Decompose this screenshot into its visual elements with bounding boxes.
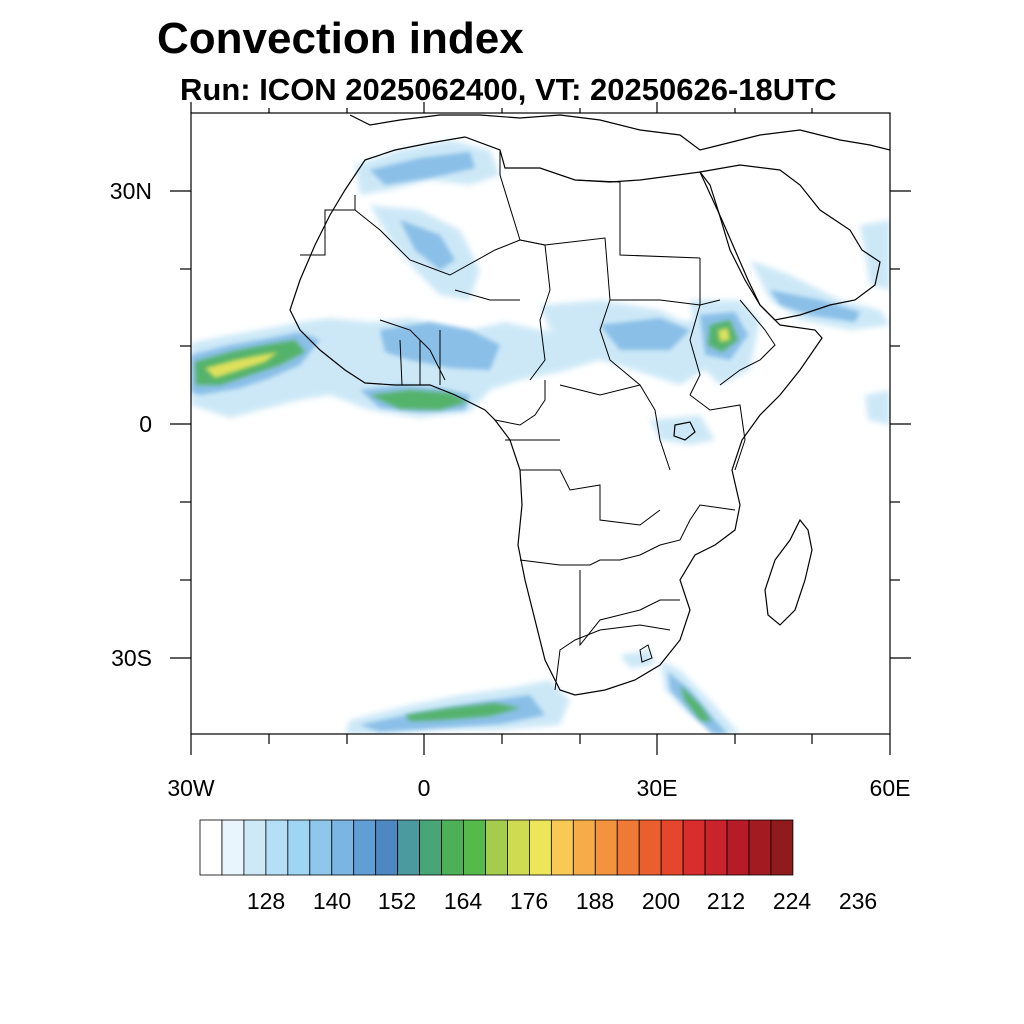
colorbar-swatch [726,819,750,876]
colorbar-swatch [441,819,464,876]
colorbar-swatch [375,819,399,876]
colorbar-swatch [265,819,289,876]
coastlines [289,114,890,696]
colorbar-label: 200 [641,888,681,914]
arabia-coastline [699,164,881,321]
colorbar-swatch [682,819,706,876]
colorbar-swatch [748,819,772,876]
lat-label-0: 0 [139,411,152,437]
colorbar-swatch [485,819,508,876]
lat-label-30s: 30S [111,645,152,671]
colorbar-swatch [309,819,333,876]
colorbar [199,819,794,876]
lon-label-30w: 30W [167,775,215,801]
colorbar-swatch [594,819,618,876]
colorbar-swatch [572,819,596,876]
lon-label-0: 0 [417,775,431,801]
convection-field-peak [205,328,730,378]
europe-coastline [349,114,890,151]
colorbar-label: 176 [509,888,549,914]
colorbar-swatch [660,819,684,876]
africa-coastline [289,136,823,696]
colorbar-swatch [770,819,794,876]
colorbar-swatch [463,819,486,876]
colorbar-swatch [331,819,355,876]
colorbar-swatch [419,819,442,876]
country-borders [300,150,776,691]
colorbar-swatch [616,819,640,876]
colorbar-swatch [529,819,552,876]
map-background [191,113,890,734]
colorbar-swatch [507,819,530,876]
colorbar-label: 140 [312,888,352,914]
colorbar-swatch [199,819,223,876]
colorbar-swatch [704,819,728,876]
colorbar-swatch [638,819,662,876]
colorbar-swatch [221,819,245,876]
lon-label-30e: 30E [636,775,678,801]
colorbar-swatch [550,819,574,876]
colorbar-swatch [397,819,421,876]
colorbar-swatch [287,819,311,876]
map-plot-area [191,113,890,734]
lon-label-60e: 60E [869,775,911,801]
colorbar-label: 188 [575,888,615,914]
chart-title: Convection index [157,14,524,63]
madagascar-coastline [764,518,813,626]
colorbar-label: 128 [246,888,286,914]
colorbar-label: 224 [772,888,812,914]
colorbar-label: 212 [706,888,746,914]
lake-victoria [673,421,696,441]
chart-subtitle: Run: ICON 2025062400, VT: 20250626-18UTC [180,72,837,107]
lat-label-30n: 30N [109,178,152,204]
colorbar-label: 236 [838,888,878,914]
colorbar-label: 152 [377,888,417,914]
colorbar-label: 164 [443,888,483,914]
axis-ticks [170,102,911,755]
colorbar-swatch [243,819,267,876]
colorbar-swatch [353,819,377,876]
